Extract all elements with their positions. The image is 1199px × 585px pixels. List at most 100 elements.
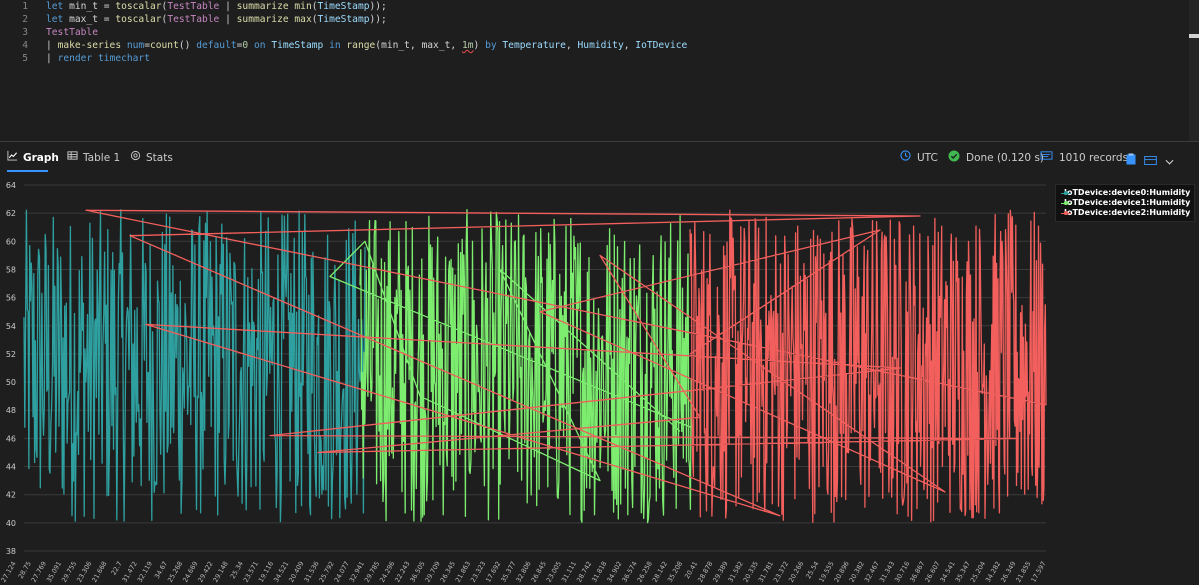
code-token: num <box>127 40 144 51</box>
x-tick-label: 29.148 <box>211 560 229 584</box>
stats-icon <box>130 150 141 166</box>
query-editor[interactable]: 1 let min_t = toscalar(TestTable | summar… <box>0 0 1199 141</box>
record-count: 1010 records <box>1040 148 1128 168</box>
x-tick-label: 35.208 <box>666 560 684 584</box>
chevron-down-icon[interactable] <box>1165 150 1174 169</box>
code-token: TimeStamp <box>271 40 329 51</box>
code-token: 1m <box>462 40 474 51</box>
timezone-selector[interactable]: UTC <box>900 148 938 168</box>
code-token: IoTDevice <box>635 40 687 51</box>
code-token: default <box>196 40 236 51</box>
x-tick-label: 32.119 <box>136 560 154 584</box>
code-token: Humidity <box>578 40 624 51</box>
query-status: Done (0.120 s) <box>948 148 1044 168</box>
code-token: | <box>46 53 58 64</box>
tab-graph-label: Graph <box>23 150 59 166</box>
code-line[interactable]: 4 | make-series num=count() default=0 on … <box>0 39 1199 52</box>
timechart[interactable]: 38 40 42 44 46 48 50 52 54 56 58 60 62 64 27.124 28.75 2… <box>0 178 1199 585</box>
y-tick-label: 44 <box>6 463 16 472</box>
legend-item-device1[interactable]: IoTDevice:device1:Humidity <box>1061 198 1189 208</box>
y-tick-label: 46 <box>6 434 16 443</box>
x-tick-label: 21.668 <box>90 560 108 584</box>
code-token: toscalar <box>115 1 161 12</box>
tab-stats-label: Stats <box>146 150 173 166</box>
timechart-svg[interactable]: 384042444648505254565860626427.12428.752… <box>0 178 1199 585</box>
line-chart-icon <box>7 150 18 166</box>
line-number: 5 <box>0 52 28 65</box>
code-token: by <box>485 40 502 51</box>
code-token: )); <box>370 1 387 12</box>
code-token: , <box>624 40 636 51</box>
code-text: | make-series num=count() default=0 on T… <box>46 39 687 52</box>
table-icon <box>67 150 78 166</box>
code-line[interactable]: 3 TestTable <box>0 26 1199 39</box>
code-token: Temperature <box>502 40 566 51</box>
layout-icon[interactable] <box>1144 150 1157 169</box>
legend-item-device0[interactable]: IoTDevice:device0:Humidity <box>1061 188 1189 198</box>
code-token: | <box>219 1 236 12</box>
y-tick-label: 48 <box>6 406 16 415</box>
code-token: min_t <box>69 1 104 12</box>
records-text: 1010 records <box>1059 150 1128 166</box>
code-token: let <box>46 14 69 25</box>
y-tick-label: 54 <box>6 322 16 331</box>
code-token: max <box>294 14 311 25</box>
tab-stats[interactable]: Stats <box>130 148 173 168</box>
code-text: let max_t = toscalar(TestTable | summari… <box>46 13 387 26</box>
code-token: in <box>329 40 346 51</box>
code-token: on <box>254 40 271 51</box>
tab-table[interactable]: Table 1 <box>67 148 120 168</box>
status-text: Done (0.120 s) <box>966 150 1044 166</box>
code-token: | <box>46 40 58 51</box>
x-tick-label: 20.266 <box>787 560 805 584</box>
line-number: 1 <box>0 0 28 13</box>
code-token: min <box>294 1 311 12</box>
check-circle-icon <box>948 150 960 167</box>
clipboard-icon[interactable] <box>1126 150 1136 169</box>
code-token: render <box>58 53 98 64</box>
scroll-marker <box>1189 34 1199 38</box>
active-tab-indicator <box>7 170 48 172</box>
line-number: 3 <box>0 26 28 39</box>
legend-label: IoTDevice:device0:Humidity <box>1064 188 1190 198</box>
code-token: = <box>104 1 116 12</box>
series-line-device1 <box>330 210 692 523</box>
toolbar-actions <box>1126 150 1174 169</box>
y-tick-label: 56 <box>6 294 16 303</box>
code-token: )); <box>370 14 387 25</box>
tab-graph[interactable]: Graph <box>7 148 59 168</box>
y-tick-label: 62 <box>6 209 16 218</box>
line-number: 2 <box>0 13 28 26</box>
code-text: | render timechart <box>46 52 150 65</box>
legend-item-device2[interactable]: IoTDevice:device2:Humidity <box>1061 208 1189 218</box>
code-token: min_t, max_t, <box>381 40 462 51</box>
legend-label: IoTDevice:device1:Humidity <box>1064 198 1190 208</box>
code-line[interactable]: 1 let min_t = toscalar(TestTable | summar… <box>0 0 1199 13</box>
code-line[interactable]: 2 let max_t = toscalar(TestTable | summar… <box>0 13 1199 26</box>
code-token: make-series <box>58 40 127 51</box>
y-tick-label: 58 <box>6 265 16 274</box>
code-token: summarize <box>237 1 295 12</box>
code-token: summarize <box>237 14 295 25</box>
tab-table-label: Table 1 <box>83 150 120 166</box>
code-token: () <box>179 40 196 51</box>
x-tick-label: 17.597 <box>1029 560 1047 584</box>
y-tick-label: 50 <box>6 378 16 387</box>
y-tick-label: 40 <box>6 519 16 528</box>
code-token: TestTable <box>167 14 219 25</box>
y-tick-label: 52 <box>6 350 16 359</box>
code-token: toscalar <box>115 14 161 25</box>
y-tick-label: 60 <box>6 237 16 246</box>
clock-icon <box>900 150 911 166</box>
code-line[interactable]: 5 | render timechart <box>0 52 1199 65</box>
y-tick-label: 38 <box>6 547 16 556</box>
code-token: range <box>346 40 375 51</box>
code-token: let <box>46 1 69 12</box>
results-toolbar: Graph Table 1 Stats UTC Done (0.120 s) 1… <box>0 142 1199 175</box>
code-token: timechart <box>98 53 150 64</box>
chart-legend[interactable]: IoTDevice:device0:Humidity IoTDevice:dev… <box>1055 184 1195 222</box>
editor-scrollbar[interactable] <box>1189 0 1199 141</box>
legend-label: IoTDevice:device2:Humidity <box>1064 208 1190 218</box>
code-token: TestTable <box>167 1 219 12</box>
code-token: | <box>219 14 236 25</box>
